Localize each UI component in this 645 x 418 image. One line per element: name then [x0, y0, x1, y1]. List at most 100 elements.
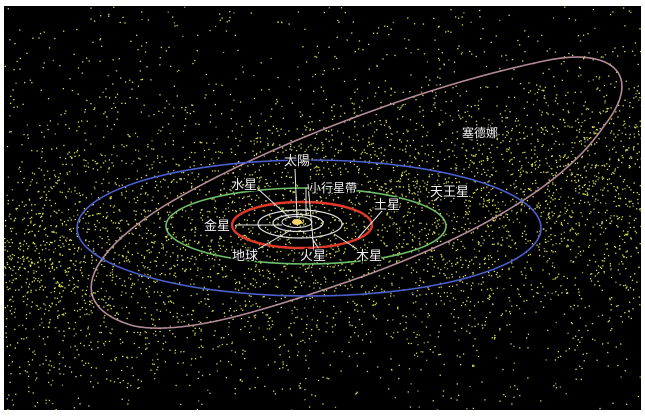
cloud-dot [190, 151, 193, 154]
cloud-dot [299, 204, 301, 207]
cloud-dot [470, 154, 473, 156]
cloud-dot [246, 179, 248, 181]
cloud-dot [603, 253, 606, 255]
cloud-dot [584, 141, 586, 143]
cloud-dot [86, 286, 89, 288]
cloud-dot [515, 180, 517, 182]
cloud-dot [177, 254, 179, 256]
cloud-dot [617, 166, 619, 169]
cloud-dot [511, 239, 513, 241]
cloud-dot [516, 211, 518, 214]
cloud-dot [636, 281, 638, 283]
cloud-dot [432, 233, 434, 235]
cloud-dot [570, 174, 572, 176]
cloud-dot [571, 210, 573, 212]
cloud-dot [620, 343, 622, 345]
cloud-dot [281, 22, 283, 24]
cloud-dot [412, 302, 415, 304]
cloud-dot [377, 229, 379, 231]
cloud-dot [396, 131, 398, 133]
cloud-dot [201, 252, 203, 254]
cloud-dot [570, 239, 573, 241]
cloud-dot [23, 267, 25, 269]
cloud-dot [481, 173, 483, 175]
cloud-dot [244, 234, 246, 237]
cloud-dot [259, 177, 261, 179]
cloud-dot [551, 265, 554, 267]
cloud-dot [53, 278, 55, 280]
cloud-dot [29, 79, 31, 81]
cloud-dot [516, 288, 519, 290]
cloud-dot [469, 159, 472, 162]
cloud-dot [110, 196, 112, 198]
cloud-dot [137, 85, 139, 87]
cloud-dot [523, 194, 525, 196]
cloud-dot [76, 302, 78, 305]
cloud-dot [527, 333, 530, 335]
cloud-dot [615, 252, 617, 254]
cloud-dot [421, 209, 423, 212]
cloud-dot [6, 286, 8, 288]
cloud-dot [248, 300, 251, 303]
cloud-dot [515, 247, 518, 250]
cloud-dot [509, 111, 511, 113]
cloud-dot [544, 250, 546, 252]
cloud-dot [554, 251, 557, 253]
cloud-dot [154, 234, 157, 236]
cloud-dot [503, 288, 505, 290]
cloud-dot [284, 296, 286, 298]
cloud-dot [413, 331, 415, 334]
cloud-dot [166, 211, 168, 213]
cloud-dot [115, 240, 117, 242]
cloud-dot [380, 256, 382, 258]
cloud-dot [287, 277, 289, 279]
cloud-dot [77, 248, 80, 250]
cloud-dot [27, 298, 29, 300]
cloud-dot [269, 256, 271, 258]
cloud-dot [427, 341, 429, 343]
cloud-dot [39, 197, 41, 199]
cloud-dot [560, 223, 562, 225]
cloud-dot [309, 285, 311, 288]
cloud-dot [612, 51, 614, 53]
cloud-dot [40, 244, 42, 246]
cloud-dot [605, 94, 608, 96]
cloud-dot [369, 180, 371, 182]
cloud-dot [33, 243, 36, 245]
cloud-dot [606, 163, 608, 165]
cloud-dot [390, 88, 392, 90]
cloud-dot [540, 212, 543, 214]
cloud-dot [176, 195, 179, 197]
cloud-dot [419, 201, 421, 203]
cloud-dot [597, 178, 599, 181]
cloud-dot [555, 97, 557, 99]
cloud-dot [600, 189, 602, 191]
cloud-dot [178, 164, 181, 166]
cloud-dot [225, 208, 227, 210]
cloud-dot [183, 351, 185, 353]
cloud-dot [395, 245, 397, 248]
cloud-dot [540, 301, 542, 303]
cloud-dot [143, 256, 146, 258]
cloud-dot [198, 302, 200, 304]
cloud-dot [200, 345, 202, 347]
cloud-dot [122, 341, 124, 343]
cloud-dot [473, 248, 476, 250]
cloud-dot [478, 108, 480, 110]
cloud-dot [502, 201, 504, 203]
cloud-dot [116, 118, 118, 120]
cloud-dot [485, 204, 487, 207]
cloud-dot [39, 226, 41, 228]
cloud-dot [626, 234, 628, 236]
cloud-dot [472, 365, 474, 367]
cloud-dot [152, 319, 155, 321]
cloud-dot [183, 235, 185, 238]
cloud-dot [277, 239, 279, 241]
cloud-dot [385, 133, 387, 135]
cloud-dot [78, 354, 80, 356]
cloud-dot [629, 105, 631, 107]
cloud-dot [95, 163, 97, 165]
cloud-dot [225, 30, 228, 32]
cloud-dot [333, 235, 335, 237]
cloud-dot [464, 274, 466, 277]
